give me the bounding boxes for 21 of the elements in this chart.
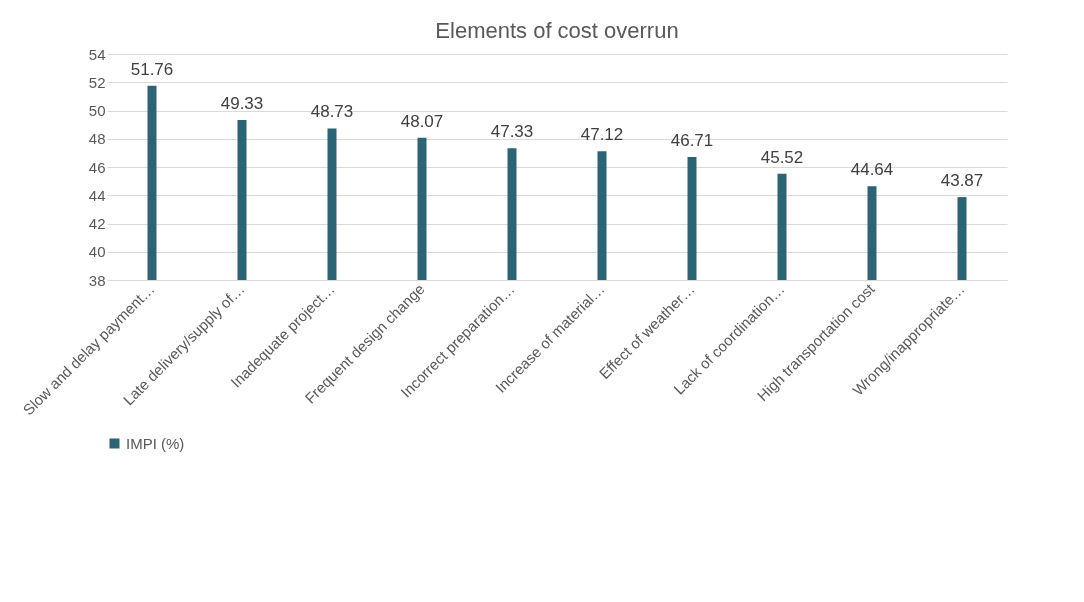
data-label: 48.73	[310, 102, 354, 122]
data-label: 46.71	[670, 130, 714, 150]
data-label: 47.33	[490, 122, 534, 142]
data-label: 45.52	[760, 147, 804, 167]
y-tick-label: 46	[88, 158, 106, 176]
y-tick-label: 48	[88, 130, 106, 148]
legend-label: IMPI (%)	[126, 434, 185, 452]
data-label: 51.76	[130, 59, 174, 79]
data-label: 44.64	[850, 160, 894, 180]
data-label: 48.07	[400, 111, 444, 131]
y-tick-label: 40	[88, 243, 106, 261]
data-label: 43.87	[940, 171, 984, 191]
data-label: 47.12	[580, 125, 624, 145]
y-tick-label: 52	[88, 73, 106, 91]
y-tick-label: 42	[88, 215, 106, 232]
y-tick-label: 50	[88, 102, 106, 119]
data-label: 49.33	[220, 93, 264, 113]
chart-title: Elements of cost overrun	[435, 18, 679, 43]
y-tick-label: 44	[88, 186, 106, 204]
y-tick-label: 54	[88, 45, 106, 63]
y-tick-label: 38	[88, 271, 106, 289]
